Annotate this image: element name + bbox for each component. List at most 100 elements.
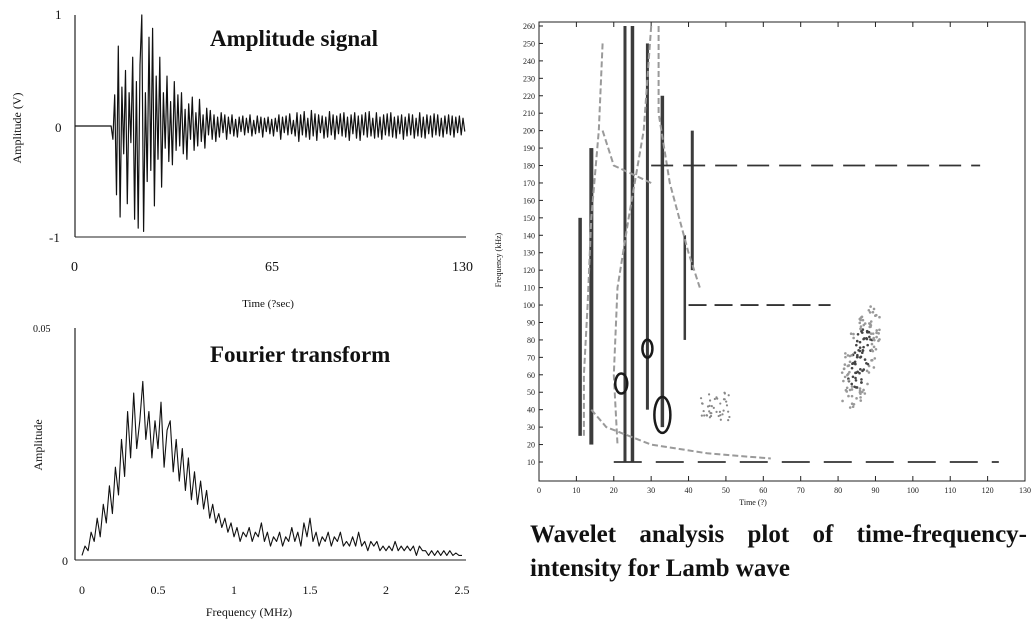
wavelet-cluster-point — [866, 362, 870, 366]
wavelet-cluster-point — [858, 317, 862, 321]
wavelet-cluster-point — [853, 360, 857, 364]
wavelet-cluster-point — [854, 371, 857, 375]
wavelet-xtick-label: 10 — [572, 486, 580, 495]
wavelet-ridge — [578, 217, 582, 436]
wavelet-xtick-label: 120 — [982, 486, 994, 495]
wavelet-cluster-point — [875, 331, 878, 335]
wavelet-cluster-point — [863, 337, 866, 340]
amplitude-xtick-0: 0 — [71, 260, 78, 275]
wavelet-chart: 1020304050607080901001101201301401501601… — [494, 21, 1031, 507]
wavelet-ytick-label: 210 — [523, 109, 535, 118]
wavelet-ytick-label: 190 — [523, 144, 535, 153]
wavelet-cluster-point — [867, 308, 871, 312]
wavelet-ytick-label: 50 — [527, 388, 535, 397]
wavelet-cluster-point — [858, 371, 861, 375]
wavelet-ytick-label: 200 — [523, 127, 535, 136]
wavelet-cluster-point — [878, 315, 881, 319]
wavelet-speckle — [727, 418, 730, 422]
wavelet-ytick-label: 40 — [527, 406, 535, 415]
wavelet-cluster-point — [872, 307, 876, 311]
wavelet-cluster-point — [848, 360, 852, 364]
wavelet-cluster-point — [861, 390, 864, 394]
wavelet-ridge — [630, 26, 635, 462]
wavelet-xtick-label: 0 — [537, 486, 541, 495]
wavelet-cluster-point — [844, 352, 847, 355]
wavelet-ridge — [690, 130, 694, 271]
wavelet-cluster-point — [873, 357, 877, 360]
wavelet-ytick-label: 160 — [523, 196, 535, 205]
wavelet-cluster-point — [851, 375, 855, 379]
wavelet-speckle — [721, 413, 724, 416]
amplitude-ytick-1: 1 — [55, 7, 62, 22]
wavelet-ytick-label: 260 — [523, 22, 535, 31]
wavelet-cluster-point — [865, 336, 868, 340]
wavelet-cluster-point — [874, 314, 877, 318]
wavelet-cluster-point — [853, 362, 857, 366]
wavelet-speckle — [700, 402, 704, 405]
wavelet-x-label: Time (?) — [739, 498, 767, 507]
wavelet-cluster-point — [867, 371, 871, 374]
wavelet-cluster-point — [855, 397, 858, 400]
wavelet-ytick-label: 220 — [523, 92, 535, 101]
wavelet-speckle — [702, 409, 705, 413]
fourier-x-ticks: 0 0.5 1 1.5 2 2.5 — [79, 583, 470, 597]
wavelet-speckle — [700, 414, 703, 417]
wavelet-ridge — [645, 43, 649, 410]
wavelet-cluster-point — [858, 321, 862, 325]
wavelet-ytick-label: 60 — [527, 371, 535, 380]
wavelet-caption: Wavelet analysis plot of time-frequency-… — [530, 521, 1027, 582]
wavelet-cluster-point — [862, 345, 865, 349]
wavelet-xtick-label: 40 — [685, 486, 693, 495]
wavelet-cluster-point — [862, 323, 866, 327]
wavelet-intensity-marks — [578, 25, 999, 463]
wavelet-xtick-label: 130 — [1019, 486, 1031, 495]
fourier-xtick-label: 1.5 — [303, 583, 318, 597]
wavelet-cluster-point — [871, 310, 875, 314]
wavelet-cluster-point — [875, 335, 878, 339]
wavelet-cluster-point — [854, 379, 858, 382]
wavelet-cluster-point — [851, 362, 854, 366]
wavelet-speckle — [713, 397, 716, 401]
wavelet-ytick-label: 80 — [527, 336, 535, 345]
wavelet-cluster-point — [846, 372, 850, 376]
amplitude-xtick-130: 130 — [452, 260, 473, 275]
wavelet-xtick-label: 100 — [907, 486, 919, 495]
wavelet-cluster-point — [874, 347, 878, 351]
wavelet-cluster-point — [875, 329, 879, 332]
wavelet-cluster-point — [848, 388, 852, 392]
wavelet-cluster-point — [861, 348, 865, 352]
wavelet-ytick-label: 180 — [523, 162, 535, 171]
fourier-xtick-label: 1 — [231, 583, 237, 597]
amplitude-signal-line — [75, 14, 466, 232]
wavelet-cluster-point — [854, 376, 857, 380]
wavelet-cluster-point — [847, 379, 851, 382]
wavelet-cluster-point — [872, 366, 876, 369]
wavelet-ytick-label: 100 — [523, 301, 535, 310]
wavelet-cluster-point — [859, 367, 862, 371]
wavelet-speckle — [722, 409, 725, 412]
wavelet-cluster-point — [877, 332, 880, 335]
wavelet-xtick-label: 110 — [944, 486, 956, 495]
wavelet-ytick-label: 110 — [523, 284, 535, 293]
wavelet-cluster-point — [869, 305, 872, 308]
wavelet-ytick-label: 10 — [527, 458, 535, 467]
wavelet-cluster-point — [846, 354, 850, 357]
fourier-chart: 0.05 0 0 0.5 1 1.5 2 2.5 Frequency (MHz) Ampl… — [31, 324, 470, 619]
wavelet-cluster-point — [859, 399, 863, 402]
wavelet-dispersion-curve — [590, 409, 771, 460]
wavelet-cluster-point — [858, 387, 862, 390]
wavelet-cluster-point — [843, 375, 847, 379]
wavelet-cluster-point — [852, 403, 856, 406]
wavelet-cluster-point — [868, 311, 872, 314]
wavelet-cluster-point — [859, 325, 863, 328]
wavelet-cluster-point — [856, 353, 859, 357]
wavelet-cluster-point — [860, 378, 863, 381]
wavelet-cluster-point — [866, 343, 869, 347]
wavelet-x-ticks: 0 10 20 30 40 50 60 70 80 90 100 110 120 130 — [537, 22, 1031, 495]
wavelet-speckle — [725, 404, 729, 407]
wavelet-cluster-point — [870, 358, 874, 362]
wavelet-speckle — [717, 414, 720, 418]
wavelet-ytick-label: 150 — [523, 214, 535, 223]
wavelet-xtick-label: 50 — [722, 486, 730, 495]
